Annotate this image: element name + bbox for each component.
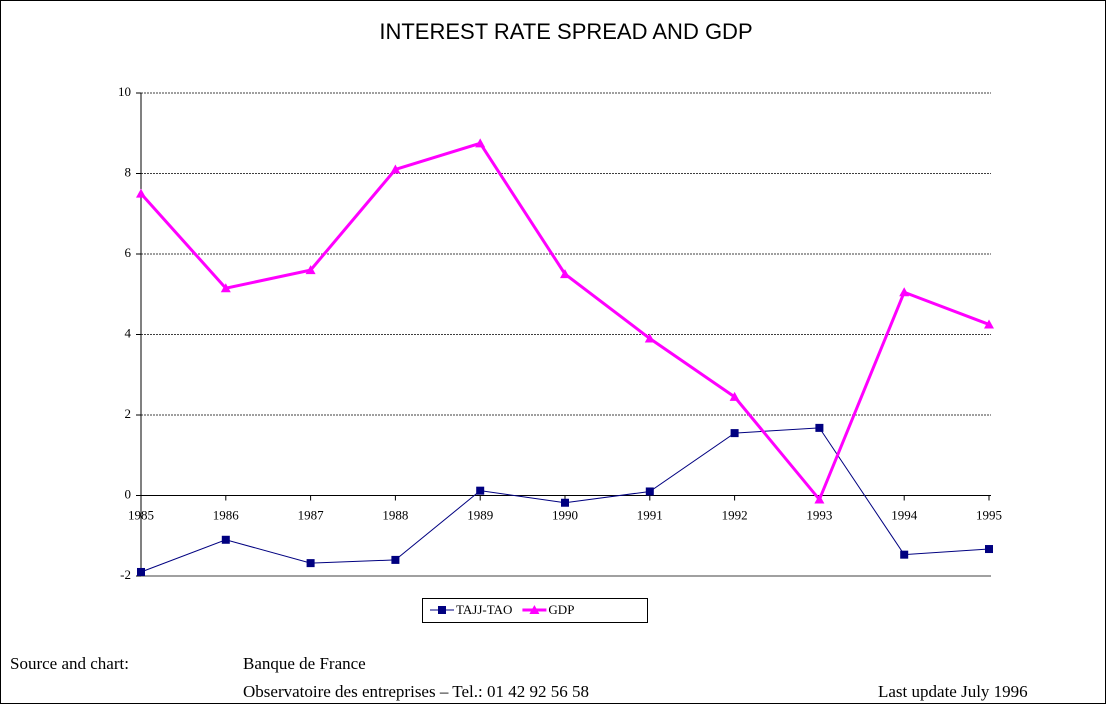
chart-title: INTEREST RATE SPREAD AND GDP xyxy=(379,19,752,44)
point xyxy=(221,535,230,544)
point xyxy=(814,494,825,504)
x-tick-label: 1991 xyxy=(637,507,663,522)
point xyxy=(815,423,824,432)
x-tick-label: 1992 xyxy=(722,507,748,522)
x-tick-label: 1995 xyxy=(976,507,1002,522)
legend-label: GDP xyxy=(548,602,574,617)
x-tick-label: 1987 xyxy=(298,507,325,522)
update: Last update July 1996 xyxy=(878,682,1028,701)
point xyxy=(391,555,400,564)
x-tick-label: 1990 xyxy=(552,507,578,522)
point xyxy=(900,550,909,559)
point xyxy=(305,265,316,275)
x-tick-label: 1986 xyxy=(213,507,240,522)
point xyxy=(529,605,540,614)
source-label: Source and chart: xyxy=(10,654,129,673)
point xyxy=(220,283,231,293)
point xyxy=(730,429,739,438)
y-tick-label: 4 xyxy=(125,325,132,340)
y-tick-label: 6 xyxy=(125,245,132,260)
point xyxy=(984,319,994,329)
y-tick-label: 0 xyxy=(125,486,132,501)
x-tick-label: 1994 xyxy=(891,507,918,522)
point xyxy=(644,333,655,343)
source: Banque de France xyxy=(243,654,366,673)
point xyxy=(438,606,446,614)
point xyxy=(475,138,486,148)
x-tick-label: 1989 xyxy=(467,507,493,522)
point xyxy=(137,567,145,576)
point xyxy=(729,391,740,401)
legend-label: TAJJ-TAO xyxy=(456,602,512,617)
y-tick-label: 2 xyxy=(125,406,132,421)
x-tick-label: 1985 xyxy=(128,507,154,522)
point xyxy=(899,287,910,297)
y-tick-label: -2 xyxy=(120,567,131,582)
point xyxy=(645,487,654,496)
address: Observatoire des entreprises – Tel.: 01 … xyxy=(243,682,589,701)
point xyxy=(476,486,485,495)
point xyxy=(561,498,569,507)
y-tick-label: 10 xyxy=(118,84,131,99)
x-tick-label: 1988 xyxy=(382,507,408,522)
x-tick-label: 1993 xyxy=(806,507,832,522)
point xyxy=(390,164,401,174)
point xyxy=(306,559,315,568)
y-tick-label: 8 xyxy=(125,164,132,179)
point xyxy=(136,188,146,198)
point xyxy=(560,269,570,279)
point xyxy=(985,545,993,554)
